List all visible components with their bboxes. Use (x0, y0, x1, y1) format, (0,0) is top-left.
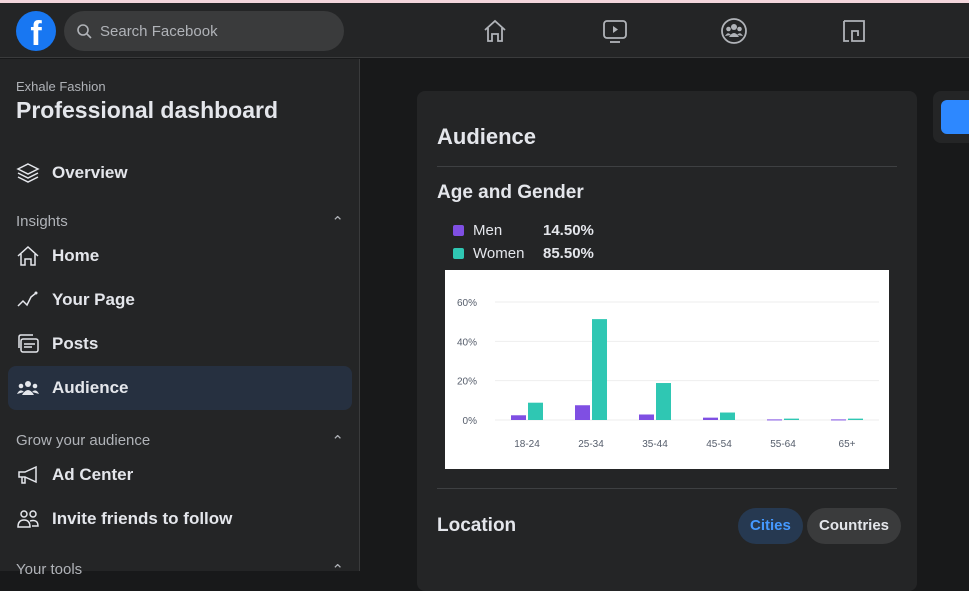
section-insights[interactable]: Insights ⌃ (16, 213, 344, 231)
chevron-up-icon[interactable]: ⌃ (331, 214, 344, 231)
tab-countries[interactable]: Countries (807, 508, 902, 544)
page-title: Professional dashboard (16, 97, 279, 123)
top-bar: f (0, 3, 969, 58)
trend-line-icon (17, 291, 38, 307)
friends-icon (17, 510, 39, 528)
y-tick-label: 40% (457, 337, 477, 348)
sidebar-item-home[interactable]: Home (8, 234, 352, 278)
section-grow-your-audience[interactable]: Grow your audience ⌃ (16, 432, 344, 450)
page-name: Exhale Fashion (16, 79, 106, 94)
bar-men-25-34 (575, 405, 590, 420)
sidebar: Exhale Fashion Professional dashboard Ov… (0, 59, 360, 579)
legend-swatch-women (453, 248, 464, 259)
section-your-tools[interactable]: Your tools ⌃ (16, 561, 344, 579)
location-title: Location (437, 515, 517, 536)
age-gender-chart: 0% 20% 40% 60% 18-24 25-34 35-44 45-54 55-64 65+ (445, 270, 889, 469)
search-box[interactable] (64, 11, 344, 51)
search-input[interactable] (100, 22, 320, 40)
x-tick-label: 55-64 (770, 439, 796, 450)
bar-men-45-54 (703, 417, 718, 420)
home-icon[interactable] (481, 17, 509, 45)
divider (437, 166, 897, 167)
card-title: Audience (437, 124, 537, 149)
y-tick-label: 0% (463, 416, 478, 427)
bar-women-25-34 (592, 319, 607, 420)
sidebar-item-invite-friends[interactable]: Invite friends to follow (8, 497, 352, 541)
sidebar-item-overview[interactable]: Overview (8, 151, 352, 195)
bar-men-35-44 (639, 414, 654, 420)
legend-swatch-men (453, 225, 464, 236)
legend-women: Women 85.50% (453, 245, 594, 262)
bar-chart: 0% 20% 40% 60% 18-24 25-34 35-44 45-54 55-64 65+ (457, 298, 879, 450)
bar-men-55-64 (767, 419, 782, 421)
bar-women-18-24 (528, 402, 543, 420)
audience-card: Audience Age and Gender Men 14.50% Women… (417, 91, 917, 591)
home-icon (17, 245, 39, 266)
bar-women-65+ (848, 418, 863, 420)
x-tick-label: 35-44 (642, 439, 668, 450)
tab-cities[interactable]: Cities (738, 508, 803, 544)
x-tick-label: 45-54 (706, 439, 732, 450)
y-tick-label: 60% (457, 298, 477, 309)
chevron-up-icon[interactable]: ⌃ (331, 562, 344, 579)
megaphone-icon (18, 465, 37, 484)
legend-men: Men 14.50% (453, 222, 594, 239)
y-tick-label: 20% (457, 377, 477, 388)
primary-button[interactable] (941, 100, 969, 134)
search-icon (77, 24, 92, 39)
people-icon (17, 381, 39, 395)
x-tick-label: 25-34 (578, 439, 604, 450)
bar-women-45-54 (720, 412, 735, 420)
bar-women-55-64 (784, 418, 799, 420)
age-gender-title: Age and Gender (437, 182, 584, 203)
x-tick-label: 65+ (839, 439, 856, 450)
bar-men-18-24 (511, 415, 526, 420)
posts-icon (18, 334, 39, 353)
sidebar-item-your-page[interactable]: Your Page (8, 278, 352, 322)
x-tick-label: 18-24 (514, 439, 540, 450)
gaming-icon[interactable] (840, 17, 868, 45)
top-accent-line (0, 0, 969, 3)
divider (437, 488, 897, 489)
layers-icon (16, 163, 40, 183)
sidebar-item-audience[interactable]: Audience (8, 366, 352, 410)
chevron-up-icon[interactable]: ⌃ (331, 433, 344, 450)
bar-women-35-44 (656, 383, 671, 420)
groups-icon[interactable] (720, 17, 748, 45)
facebook-logo[interactable]: f (16, 11, 56, 51)
bar-men-65+ (831, 419, 846, 421)
sidebar-item-posts[interactable]: Posts (8, 322, 352, 366)
sidebar-item-ad-center[interactable]: Ad Center (8, 453, 352, 497)
video-icon[interactable] (601, 17, 629, 45)
